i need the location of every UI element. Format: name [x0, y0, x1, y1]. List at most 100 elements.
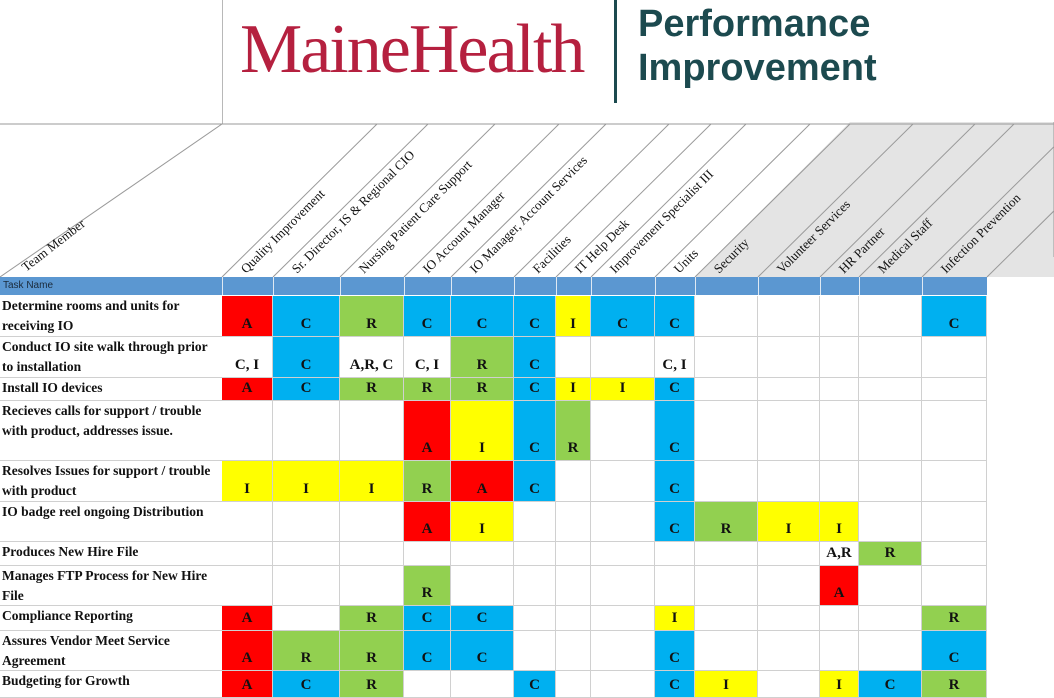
column-header-0: Quality Improvement	[238, 186, 328, 276]
raci-cell	[591, 337, 655, 378]
raci-cell	[514, 631, 556, 671]
raci-cell: I	[222, 461, 273, 502]
logo-divider	[614, 0, 617, 103]
raci-cell: C	[655, 671, 695, 698]
raci-cell	[922, 502, 987, 542]
raci-cell	[591, 401, 655, 461]
column-divider-diagonal	[555, 123, 712, 278]
task-name-cell: Produces New Hire File	[0, 542, 222, 566]
raci-cell	[451, 542, 514, 566]
column-divider-diagonal	[819, 123, 976, 278]
column-divider-diagonal	[403, 123, 560, 278]
raci-cell: R	[273, 631, 340, 671]
raci-cell	[591, 566, 655, 606]
raci-cell	[820, 296, 859, 337]
raci-cell: C	[514, 401, 556, 461]
raci-cell: I	[556, 378, 591, 401]
raci-cell	[758, 401, 820, 461]
raci-cell	[922, 566, 987, 606]
raci-cell: A	[404, 502, 451, 542]
raci-cell: A	[404, 401, 451, 461]
raci-cell: A	[222, 631, 273, 671]
raci-cell: R	[556, 401, 591, 461]
column-header-5: Facilities	[530, 232, 574, 276]
header-bar-segment	[695, 277, 758, 295]
raci-cell	[591, 461, 655, 502]
raci-cell: I	[820, 671, 859, 698]
raci-cell: R	[404, 566, 451, 606]
raci-cell	[859, 296, 922, 337]
column-divider-diagonal	[654, 123, 811, 278]
raci-cell: C	[273, 337, 340, 378]
task-name-cell: Assures Vendor Meet Service Agreement	[0, 631, 222, 671]
raci-cell: C, I	[404, 337, 451, 378]
raci-cell	[514, 566, 556, 606]
team-member-label: Team Member	[19, 215, 89, 274]
column-divider-diagonal	[339, 123, 496, 278]
header-bar-segment	[273, 277, 340, 295]
raci-cell	[820, 337, 859, 378]
raci-cell	[922, 542, 987, 566]
header-bar-segment	[340, 277, 404, 295]
raci-cell	[859, 566, 922, 606]
raci-cell: C	[451, 606, 514, 631]
column-divider-diagonal	[757, 123, 914, 278]
raci-cell: C	[591, 296, 655, 337]
raci-cell	[820, 461, 859, 502]
raci-cell	[340, 401, 404, 461]
raci-cell	[758, 606, 820, 631]
raci-cell: C	[451, 296, 514, 337]
raci-cell	[820, 631, 859, 671]
header-bar-segment	[655, 277, 695, 295]
raci-cell	[556, 606, 591, 631]
raci-cell: I	[273, 461, 340, 502]
raci-cell	[556, 502, 591, 542]
raci-cell	[859, 606, 922, 631]
raci-cell: R	[695, 502, 758, 542]
task-name-cell: Budgeting for Growth	[0, 671, 222, 698]
column-header-8: Units	[671, 246, 702, 277]
header-bar-segment	[922, 277, 987, 295]
raci-cell: R	[340, 296, 404, 337]
raci-cell	[556, 542, 591, 566]
raci-cell	[340, 566, 404, 606]
raci-cell: C	[859, 671, 922, 698]
raci-cell: C	[273, 671, 340, 698]
raci-cell	[340, 542, 404, 566]
task-name-cell: Resolves Issues for support / trouble wi…	[0, 461, 222, 502]
raci-cell	[655, 542, 695, 566]
raci-cell	[222, 502, 273, 542]
raci-cell: R	[451, 337, 514, 378]
raci-cell	[859, 461, 922, 502]
raci-cell	[591, 606, 655, 631]
header-bar-segment	[591, 277, 655, 295]
raci-cell: C	[514, 378, 556, 401]
raci-cell	[859, 378, 922, 401]
raci-cell: C	[273, 378, 340, 401]
raci-cell	[222, 401, 273, 461]
raci-cell: R	[340, 671, 404, 698]
raci-cell: I	[451, 401, 514, 461]
task-name-cell: Conduct IO site walk through prior to in…	[0, 337, 222, 378]
header-bar-segment	[758, 277, 820, 295]
header-bar-segment	[556, 277, 591, 295]
raci-cell: I	[758, 502, 820, 542]
column-divider-diagonal	[921, 146, 1054, 278]
header-bar-segment	[820, 277, 859, 295]
raci-cell	[820, 606, 859, 631]
raci-cell	[758, 296, 820, 337]
raci-cell	[695, 542, 758, 566]
department-title-line2: Improvement	[638, 47, 877, 89]
raci-cell: I	[451, 502, 514, 542]
raci-cell: C	[451, 631, 514, 671]
raci-cell: C	[404, 296, 451, 337]
raci-cell	[273, 542, 340, 566]
raci-cell: R	[404, 378, 451, 401]
raci-cell	[758, 671, 820, 698]
raci-cell: C	[655, 401, 695, 461]
raci-cell	[695, 606, 758, 631]
raci-cell	[591, 631, 655, 671]
raci-cell: I	[591, 378, 655, 401]
raci-cell	[514, 542, 556, 566]
raci-cell	[591, 671, 655, 698]
